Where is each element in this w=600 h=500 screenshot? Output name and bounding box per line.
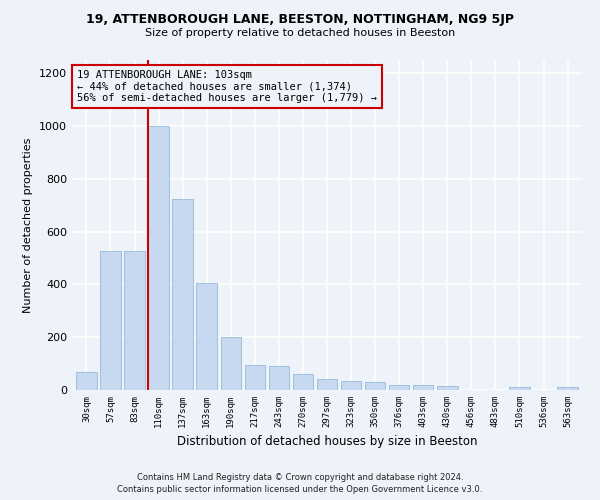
Bar <box>557 388 578 390</box>
Bar <box>413 384 433 390</box>
Bar <box>269 366 289 390</box>
Text: Contains public sector information licensed under the Open Government Licence v3: Contains public sector information licen… <box>118 485 482 494</box>
Bar <box>76 372 97 390</box>
Bar <box>293 374 313 390</box>
Bar <box>100 252 121 390</box>
Bar <box>221 337 241 390</box>
Bar <box>341 381 361 390</box>
Bar <box>509 388 530 390</box>
Text: Contains HM Land Registry data © Crown copyright and database right 2024.: Contains HM Land Registry data © Crown c… <box>137 474 463 482</box>
Bar <box>172 198 193 390</box>
X-axis label: Distribution of detached houses by size in Beeston: Distribution of detached houses by size … <box>177 436 477 448</box>
Bar <box>196 283 217 390</box>
Bar <box>245 365 265 390</box>
Text: 19, ATTENBOROUGH LANE, BEESTON, NOTTINGHAM, NG9 5JP: 19, ATTENBOROUGH LANE, BEESTON, NOTTINGH… <box>86 12 514 26</box>
Bar <box>148 126 169 390</box>
Text: Size of property relative to detached houses in Beeston: Size of property relative to detached ho… <box>145 28 455 38</box>
Bar <box>437 386 458 390</box>
Bar <box>317 380 337 390</box>
Y-axis label: Number of detached properties: Number of detached properties <box>23 138 34 312</box>
Bar <box>124 252 145 390</box>
Bar <box>389 384 409 390</box>
Text: 19 ATTENBOROUGH LANE: 103sqm
← 44% of detached houses are smaller (1,374)
56% of: 19 ATTENBOROUGH LANE: 103sqm ← 44% of de… <box>77 70 377 103</box>
Bar <box>365 382 385 390</box>
